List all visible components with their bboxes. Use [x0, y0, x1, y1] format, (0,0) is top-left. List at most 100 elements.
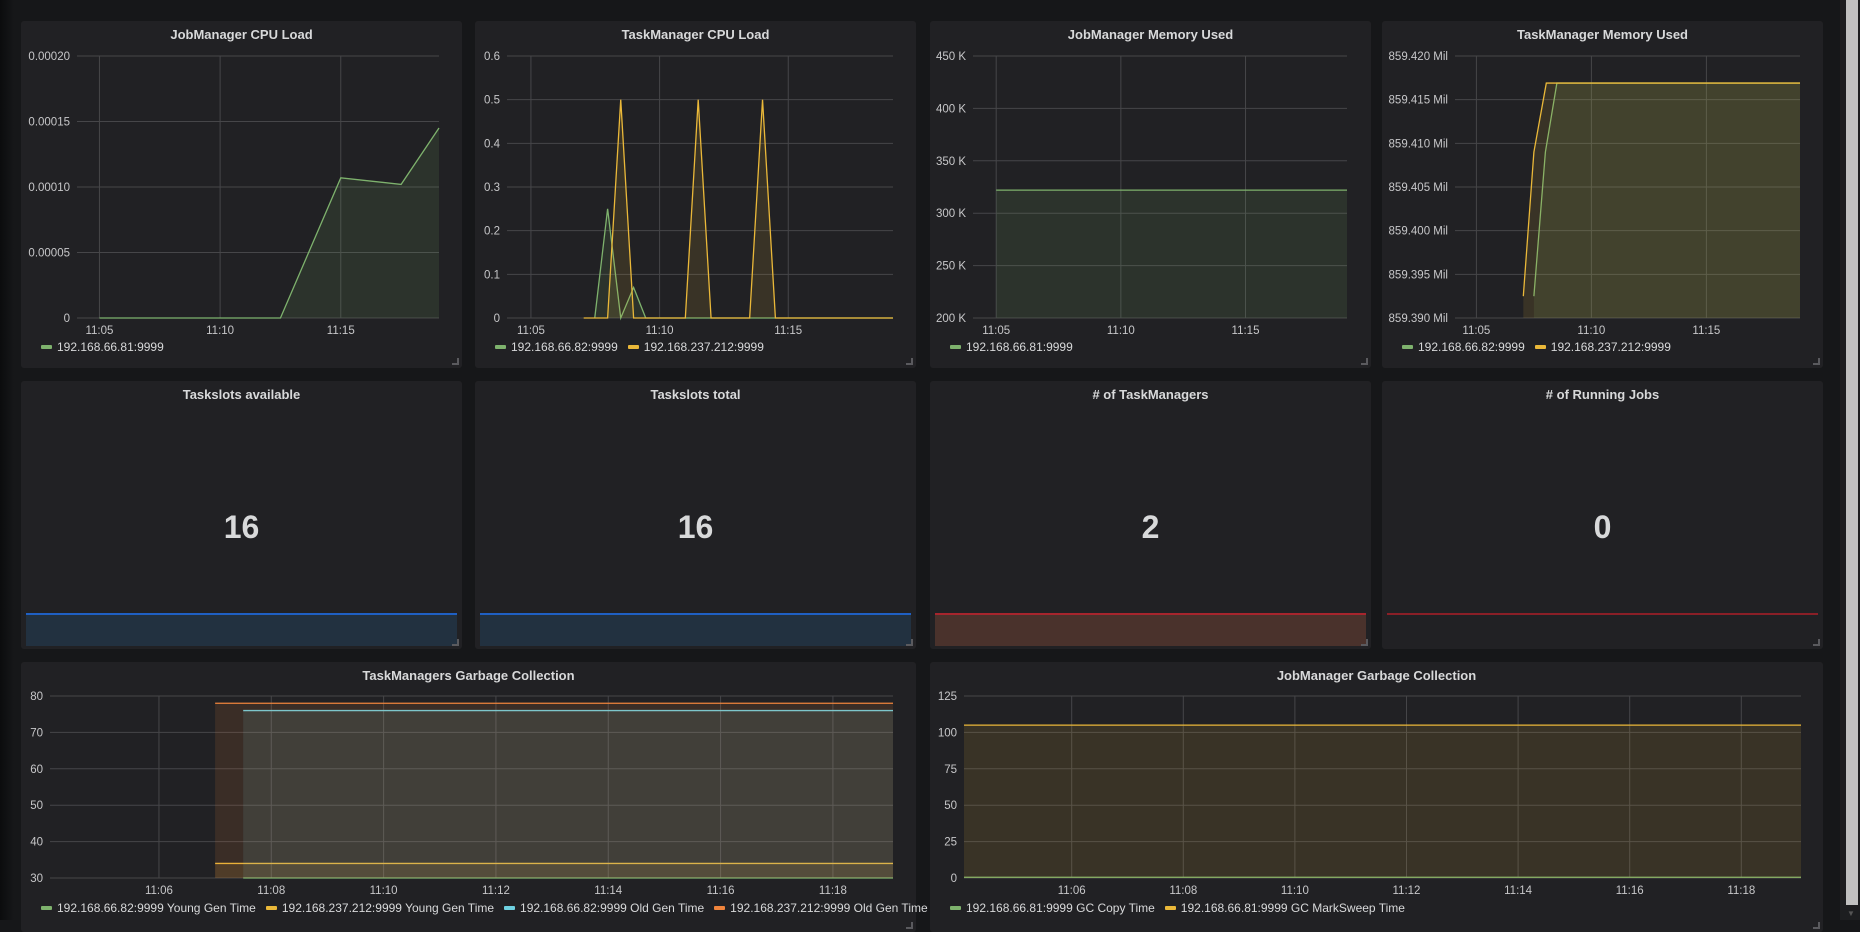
panel-taskslots-available: Taskslots available 16 [21, 381, 462, 649]
resize-handle-icon[interactable] [1813, 922, 1820, 929]
legend-swatch-icon [504, 906, 516, 910]
legend-swatch-icon [41, 345, 52, 349]
x-tick-label: 11:05 [517, 325, 545, 337]
resize-handle-icon[interactable] [1361, 358, 1368, 365]
scroll-down-arrow-icon[interactable]: ▼ [1847, 909, 1855, 918]
panel-title[interactable]: TaskManager CPU Load [621, 27, 770, 42]
panel-title[interactable]: JobManager CPU Load [170, 27, 313, 42]
x-tick-label: 11:10 [206, 325, 234, 337]
chart-plot[interactable]: 30 40 50 60 70 80 11:06 11:08 11:10 11:12 11:14 11:… [21, 662, 916, 932]
legend-item[interactable]: 192.168.66.81:9999 GC MarkSweep Time [1164, 901, 1405, 915]
chart-legend: 192.168.66.81:9999 [41, 340, 164, 354]
y-tick-label: 125 [938, 691, 957, 703]
x-tick-label: 11:15 [774, 325, 802, 337]
resize-handle-icon[interactable] [452, 639, 459, 646]
x-tick-label: 11:16 [1616, 885, 1644, 897]
legend-item[interactable]: 192.168.237.212:9999 Old Gen Time [714, 901, 928, 915]
chart-plot[interactable]: 0 0.1 0.2 0.3 0.4 0.5 0.6 11:05 11:10 11:15 [475, 21, 916, 368]
legend-swatch-icon [265, 906, 277, 910]
scrollbar-thumb[interactable] [1846, 0, 1858, 905]
y-tick-label: 0.00005 [28, 248, 70, 260]
y-tick-label: 0.4 [484, 138, 501, 150]
panel-taskslots-total: Taskslots total 16 [475, 381, 916, 649]
series-line[interactable] [583, 99, 893, 319]
x-tick-label: 11:08 [257, 885, 285, 897]
panel-title[interactable]: # of Running Jobs [1545, 387, 1660, 402]
stat-value: 2 [1141, 509, 1160, 545]
legend-item[interactable]: 192.168.66.81:9999 GC Copy Time [950, 901, 1155, 915]
x-tick-label: 11:05 [85, 325, 113, 337]
panel-title[interactable]: JobManager Garbage Collection [1276, 668, 1477, 683]
legend-swatch-icon [1402, 345, 1413, 349]
y-tick-label: 0.3 [484, 182, 500, 194]
legend-swatch-icon [950, 345, 961, 349]
panel-num-running-jobs: # of Running Jobs 0 [1382, 381, 1823, 649]
resize-handle-icon[interactable] [1813, 358, 1820, 365]
y-tick-label: 0 [64, 313, 70, 325]
panel-title[interactable]: Taskslots available [182, 387, 301, 402]
legend-item[interactable]: 192.168.66.81:9999 [41, 340, 164, 354]
x-tick-label: 11:14 [1504, 885, 1533, 897]
chart-plot[interactable]: 200 K 250 K 300 K 350 K 400 K 450 K 11:05 11:10… [930, 21, 1371, 368]
panel-title[interactable]: TaskManager Memory Used [1517, 27, 1688, 42]
panel-title[interactable]: JobManager Memory Used [1067, 27, 1234, 42]
legend-item[interactable]: 192.168.66.82:9999 Old Gen Time [504, 901, 704, 915]
x-tick-label: 11:15 [327, 325, 355, 337]
resize-handle-icon[interactable] [906, 922, 913, 929]
y-tick-label: 350 K [936, 156, 966, 168]
x-tick-label: 11:10 [1281, 885, 1309, 897]
series-area [243, 710, 893, 878]
chart-plot[interactable]: 0 0.00005 0.00010 0.00015 0.00020 11:05 11:10 1… [21, 21, 462, 368]
resize-handle-icon[interactable] [906, 639, 913, 646]
resize-handle-icon[interactable] [906, 358, 913, 365]
legend-swatch-icon [714, 906, 726, 910]
legend-item[interactable]: 192.168.237.212:9999 [627, 340, 764, 354]
resize-handle-icon[interactable] [452, 358, 459, 365]
series-line[interactable] [99, 127, 440, 319]
legend-item[interactable]: 192.168.66.82:9999 [1402, 340, 1525, 354]
x-tick-label: 11:10 [646, 325, 674, 337]
y-tick-label: 400 K [936, 103, 966, 115]
y-tick-label: 60 [30, 764, 43, 776]
y-tick-label: 0.00020 [28, 51, 70, 63]
legend-label: 192.168.237.212:9999 Old Gen Time [730, 901, 928, 915]
legend-item[interactable]: 192.168.66.82:9999 Young Gen Time [41, 901, 256, 915]
panel-jobmanager-gc: JobManager Garbage Collection 0 25 50 75 100… [930, 662, 1823, 932]
y-tick-label: 450 K [936, 51, 966, 63]
resize-handle-icon[interactable] [1813, 639, 1820, 646]
y-tick-label: 0.1 [484, 269, 500, 281]
legend-item[interactable]: 192.168.237.212:9999 [1534, 340, 1671, 354]
legend-label: 192.168.66.81:9999 GC MarkSweep Time [1180, 901, 1405, 915]
x-tick-label: 11:06 [1058, 885, 1086, 897]
x-tick-label: 11:05 [982, 325, 1010, 337]
legend-swatch-icon [495, 345, 506, 349]
panel-title[interactable]: Taskslots total [650, 387, 741, 402]
legend-item[interactable]: 192.168.66.81:9999 [950, 340, 1073, 354]
chart-legend: 192.168.66.81:9999 GC Copy Time 192.168.6… [950, 901, 1405, 915]
legend-swatch-icon [41, 906, 52, 910]
chart-legend: 192.168.66.81:9999 [950, 340, 1073, 354]
page-scrollbar[interactable]: ▼ [1840, 0, 1860, 920]
legend-label: 192.168.66.81:9999 [57, 340, 164, 354]
series-line[interactable] [594, 208, 893, 321]
legend-item[interactable]: 192.168.237.212:9999 Young Gen Time [265, 901, 494, 915]
panel-taskmanager-memory-used: TaskManager Memory Used 859.390 Mil 859.3… [1382, 21, 1823, 368]
sparkline [1387, 613, 1818, 615]
x-tick-label: 11:15 [1692, 325, 1720, 337]
chart-plot[interactable]: 859.390 Mil 859.395 Mil 859.400 Mil 859.405… [1382, 21, 1823, 368]
panel-title[interactable]: # of TaskManagers [1092, 387, 1209, 402]
panel-title[interactable]: TaskManagers Garbage Collection [362, 668, 575, 683]
resize-handle-icon[interactable] [1361, 639, 1368, 646]
legend-swatch-icon [627, 345, 639, 349]
series-area [215, 703, 893, 878]
legend-label: 192.168.66.82:9999 Old Gen Time [520, 901, 705, 915]
chart-legend: 192.168.66.82:9999 192.168.237.212:9999 [495, 340, 764, 354]
y-tick-label: 50 [30, 800, 43, 812]
sparkline [935, 613, 1366, 646]
chart-legend: 192.168.66.82:9999 Young Gen Time 192.168… [41, 901, 928, 915]
legend-label: 192.168.66.82:9999 [511, 340, 618, 354]
chart-plot[interactable]: 0 25 50 75 100 125 11:06 11:08 11:10 11:12 11:14 11… [930, 662, 1823, 932]
series-line[interactable] [1522, 82, 1800, 297]
legend-item[interactable]: 192.168.66.82:9999 [495, 340, 618, 354]
panel-jobmanager-memory-used: JobManager Memory Used 200 K 250 K 300 K 35… [930, 21, 1371, 368]
